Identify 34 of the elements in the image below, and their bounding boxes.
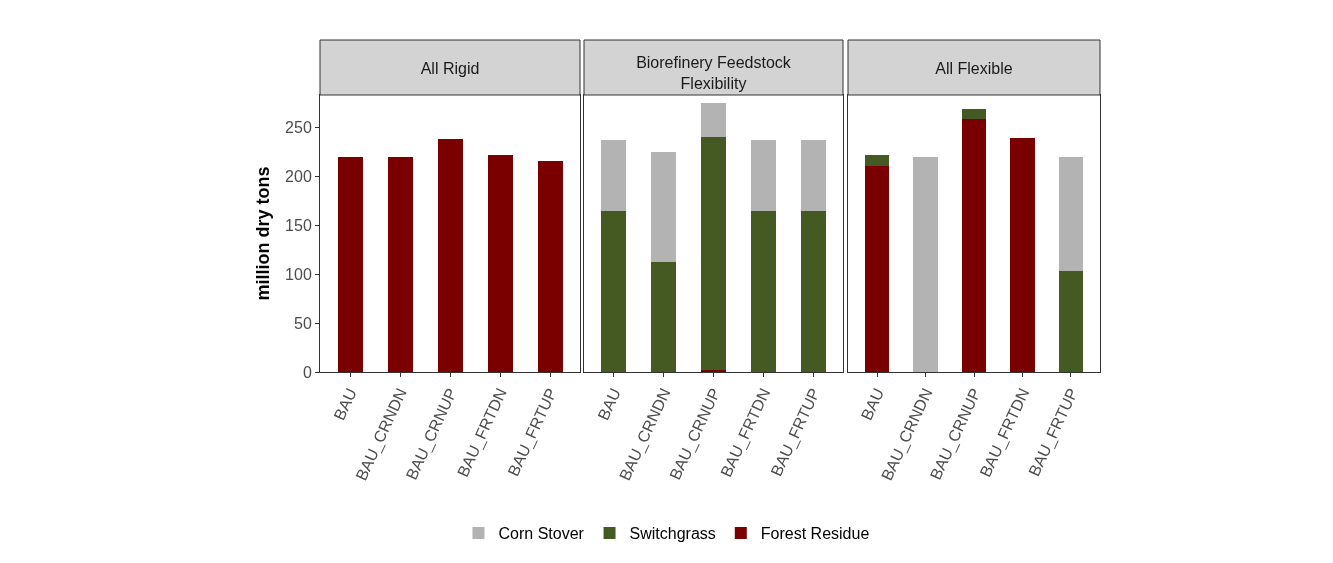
bar bbox=[800, 211, 826, 372]
y-tick-label: 150 bbox=[285, 216, 312, 234]
legend-label: Corn Stover bbox=[498, 525, 585, 543]
y-tick-label: 250 bbox=[285, 118, 312, 136]
y-axis-title: million dry tons bbox=[253, 166, 274, 301]
chart-title: All Rigid bbox=[420, 59, 480, 77]
x-tick-label: BAU bbox=[857, 385, 888, 423]
bar bbox=[601, 211, 627, 372]
bar bbox=[961, 119, 987, 372]
y-tick-label: 50 bbox=[294, 314, 312, 332]
x-tick-label: BAU bbox=[594, 385, 624, 423]
bar bbox=[701, 137, 726, 371]
bar bbox=[864, 154, 890, 167]
y-tick-label: 100 bbox=[285, 265, 312, 283]
bar bbox=[864, 166, 890, 372]
legend-label: Switchgrass bbox=[629, 525, 716, 543]
bar bbox=[913, 156, 938, 372]
chart-title: Biorefinery Feedstock Flexibility bbox=[636, 54, 792, 92]
bar bbox=[1010, 138, 1035, 372]
bar bbox=[651, 262, 677, 372]
bar bbox=[651, 151, 677, 263]
bar bbox=[1058, 156, 1084, 272]
y-tick-label: 0 bbox=[302, 363, 312, 381]
chart-title: All Flexible bbox=[935, 59, 1013, 77]
legend-label: Forest Residue bbox=[760, 525, 870, 543]
bar bbox=[750, 140, 776, 211]
bar bbox=[1058, 271, 1084, 372]
bar bbox=[961, 108, 987, 120]
bar bbox=[701, 102, 726, 138]
y-tick-label: 200 bbox=[285, 167, 312, 185]
bar bbox=[601, 140, 627, 212]
bar bbox=[800, 140, 826, 212]
x-tick-label: BAU bbox=[330, 385, 360, 423]
bar bbox=[750, 210, 776, 372]
